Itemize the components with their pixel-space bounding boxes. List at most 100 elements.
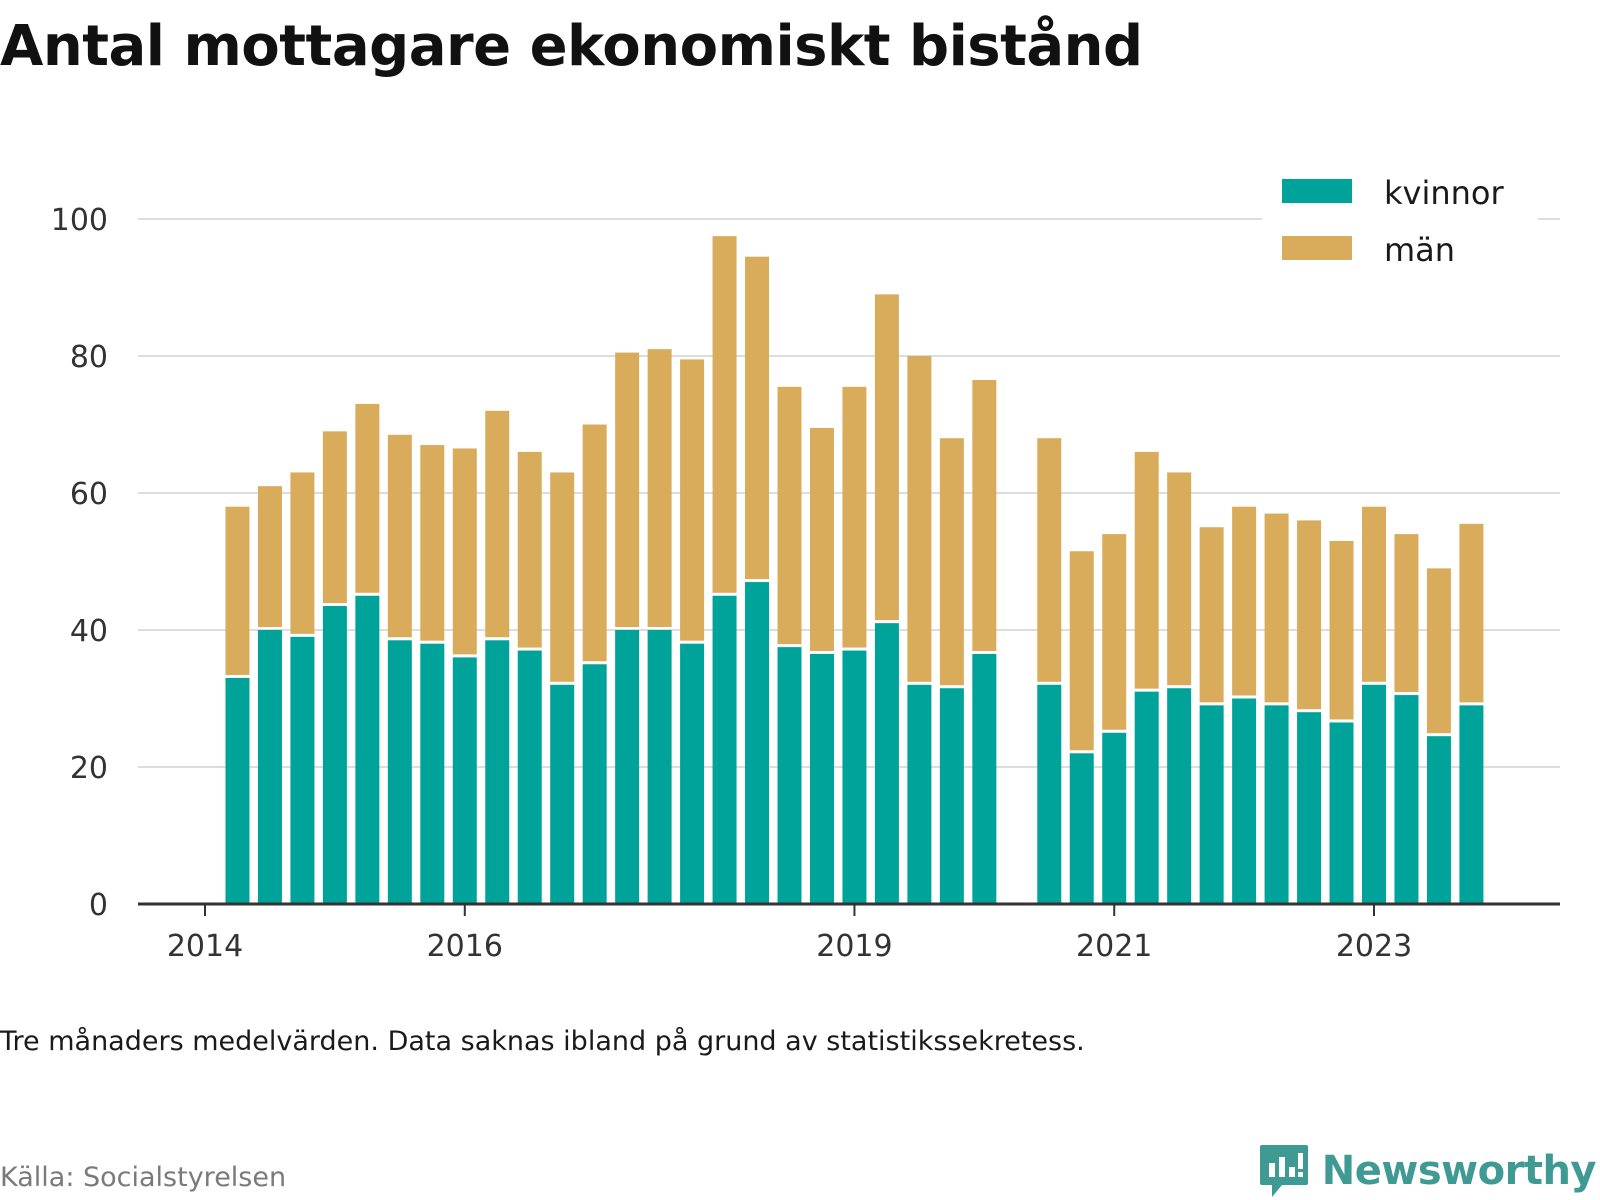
bar-kvinnor — [387, 640, 412, 904]
y-tick-label: 100 — [51, 203, 108, 238]
bar-man — [257, 486, 282, 627]
bar-kvinnor — [225, 677, 250, 904]
bar-man — [1199, 527, 1224, 703]
y-tick-label: 60 — [70, 477, 108, 512]
bar-kvinnor — [1199, 705, 1224, 904]
bar-kvinnor — [1459, 705, 1484, 904]
bar-kvinnor — [1102, 732, 1127, 904]
bar-kvinnor — [1394, 695, 1419, 904]
axes: 2014 2016 2019 2021 2023 — [138, 902, 1560, 964]
chart-note: Tre månaders medelvärden. Data saknas ib… — [0, 1026, 1085, 1057]
bar-kvinnor — [322, 606, 347, 904]
bar-man — [809, 427, 834, 651]
x-tick-label: 2023 — [1336, 929, 1412, 964]
x-tick-label: 2016 — [427, 929, 503, 964]
bar-kvinnor — [257, 630, 282, 904]
bar-kvinnor — [1232, 698, 1257, 904]
legend-label: kvinnor — [1384, 174, 1505, 212]
bar-kvinnor — [1297, 712, 1322, 904]
bar-man — [290, 472, 315, 634]
bar-man — [745, 256, 770, 580]
bar-kvinnor — [1037, 684, 1062, 904]
bar-man — [1264, 513, 1289, 703]
bar-kvinnor — [1264, 705, 1289, 904]
newsworthy-logo-icon — [1259, 1145, 1308, 1197]
bar-man — [1459, 523, 1484, 703]
bar-man — [874, 294, 899, 621]
brand: Newsworthy — [1258, 1143, 1597, 1199]
bar-kvinnor — [842, 650, 867, 904]
bar-kvinnor — [680, 643, 705, 904]
bar-man — [972, 379, 997, 651]
bars — [225, 236, 1484, 904]
y-tick-label: 20 — [70, 751, 108, 786]
bar-man — [1069, 551, 1094, 751]
brand-name: Newsworthy — [1321, 1148, 1597, 1194]
bar-man — [777, 386, 802, 645]
legend-swatch — [1282, 179, 1352, 203]
bar-kvinnor — [745, 582, 770, 904]
x-tick-label: 2019 — [816, 929, 892, 964]
bar-kvinnor — [582, 664, 607, 904]
bar-man — [1134, 451, 1159, 689]
bar-man — [842, 386, 867, 648]
bar-man — [647, 349, 672, 627]
bar-kvinnor — [939, 688, 964, 904]
bar-man — [1297, 520, 1322, 710]
bar-man — [907, 356, 932, 682]
bar-man — [355, 403, 380, 593]
page-title: Antal mottagare ekonomiskt bistånd — [0, 14, 1143, 79]
bar-kvinnor — [712, 595, 737, 904]
legend-label: män — [1384, 231, 1455, 269]
bar-man — [225, 506, 250, 675]
bar-kvinnor — [550, 684, 575, 904]
bar-kvinnor — [452, 657, 477, 904]
bar-kvinnor — [1362, 684, 1386, 904]
bar-man — [939, 438, 964, 686]
bar-man — [1394, 534, 1419, 693]
stacked-bar-chart: 0 20 40 60 80 100 2014 2016 2019 2021 2023 kvinno… — [51, 172, 1560, 964]
bar-kvinnor — [1426, 736, 1451, 904]
bar-kvinnor — [777, 647, 802, 904]
source-credit: Källa: Socialstyrelsen — [0, 1162, 287, 1193]
bar-man — [420, 445, 445, 641]
bar-man — [322, 431, 347, 604]
bar-man — [582, 424, 607, 662]
bar-man — [1167, 472, 1192, 686]
bar-man — [712, 236, 737, 593]
bar-man — [615, 352, 640, 627]
bar-man — [387, 434, 412, 638]
bar-man — [1102, 534, 1127, 730]
bar-kvinnor — [1134, 691, 1159, 904]
bar-man — [680, 359, 705, 641]
y-tick-label: 40 — [70, 614, 108, 649]
x-tick-label: 2014 — [167, 929, 243, 964]
bar-kvinnor — [615, 630, 640, 904]
y-tick-label: 0 — [89, 888, 108, 923]
bar-kvinnor — [647, 630, 672, 904]
bar-kvinnor — [355, 595, 380, 904]
bar-kvinnor — [517, 650, 542, 904]
bar-kvinnor — [972, 653, 997, 904]
bar-kvinnor — [1069, 753, 1094, 904]
bar-man — [1329, 540, 1354, 720]
bar-kvinnor — [420, 643, 445, 904]
bar-kvinnor — [907, 684, 932, 904]
bar-kvinnor — [485, 640, 510, 904]
bar-kvinnor — [1329, 722, 1354, 904]
bar-man — [550, 472, 575, 682]
bar-man — [452, 448, 477, 655]
bar-man — [1426, 568, 1451, 734]
bar-man — [1037, 438, 1062, 682]
x-tick-label: 2021 — [1076, 929, 1152, 964]
bar-man — [1232, 506, 1257, 696]
y-tick-label: 80 — [70, 340, 108, 375]
bar-man — [517, 451, 542, 648]
bar-kvinnor — [1167, 688, 1192, 904]
bar-kvinnor — [290, 636, 315, 904]
bar-kvinnor — [809, 653, 834, 904]
bar-man — [1362, 506, 1386, 682]
legend: kvinnor män — [1262, 172, 1538, 282]
legend-swatch — [1282, 236, 1352, 260]
bar-man — [485, 410, 510, 638]
